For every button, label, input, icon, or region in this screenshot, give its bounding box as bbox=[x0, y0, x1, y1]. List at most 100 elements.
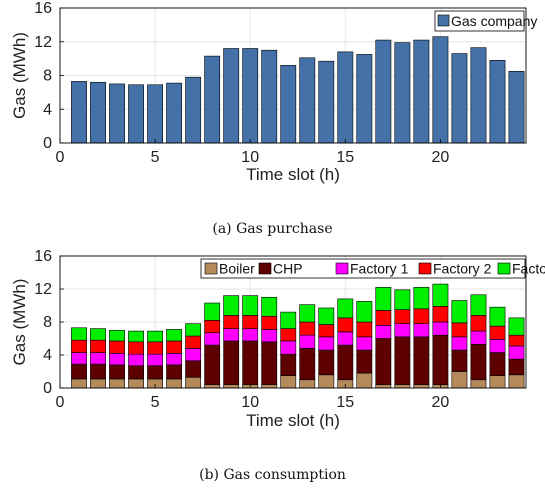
bar bbox=[223, 295, 240, 316]
bar bbox=[299, 57, 316, 144]
bar bbox=[166, 364, 183, 380]
bar bbox=[90, 352, 106, 365]
bar bbox=[223, 315, 240, 329]
bar bbox=[299, 321, 316, 336]
bar bbox=[489, 60, 506, 144]
bar bbox=[470, 343, 487, 381]
bar bbox=[299, 348, 316, 381]
bar bbox=[375, 338, 392, 386]
bar bbox=[90, 81, 106, 144]
bar bbox=[128, 353, 144, 367]
bar bbox=[128, 330, 144, 343]
bar bbox=[432, 283, 449, 307]
legend-label: Factory 2 bbox=[433, 261, 492, 277]
y-tick-label: 8 bbox=[43, 314, 52, 331]
bar bbox=[413, 287, 430, 310]
bar bbox=[90, 328, 106, 341]
bar bbox=[109, 378, 125, 389]
legend: Boiler CHP Factory 1 Factory 2 Factory 3 bbox=[200, 258, 545, 279]
bar bbox=[223, 384, 240, 389]
legend-swatch bbox=[204, 262, 218, 275]
bar bbox=[451, 336, 468, 351]
bar bbox=[147, 341, 164, 355]
bar bbox=[261, 384, 278, 389]
bar bbox=[375, 39, 392, 144]
bar bbox=[356, 336, 373, 351]
bar bbox=[147, 330, 164, 343]
x-axis-label: Time slot (h) bbox=[246, 411, 340, 430]
bar bbox=[318, 374, 335, 389]
bar bbox=[204, 302, 221, 321]
bar bbox=[432, 36, 449, 144]
bar bbox=[470, 330, 487, 345]
bar bbox=[204, 332, 221, 346]
bar bbox=[318, 60, 335, 144]
bar bbox=[318, 307, 335, 325]
bar bbox=[261, 49, 278, 144]
bar bbox=[280, 65, 297, 144]
x-tick-label: 15 bbox=[336, 149, 354, 166]
y-tick-label: 8 bbox=[43, 68, 52, 85]
bar bbox=[128, 84, 144, 144]
bar bbox=[375, 287, 392, 311]
bar bbox=[128, 341, 144, 355]
bar bbox=[71, 378, 87, 389]
bar bbox=[356, 301, 373, 323]
bar bbox=[166, 82, 183, 144]
y-tick-label: 4 bbox=[43, 347, 52, 364]
legend-swatch bbox=[258, 262, 272, 275]
bar bbox=[166, 353, 183, 366]
bar bbox=[261, 341, 278, 385]
legend-label: CHP bbox=[273, 261, 303, 277]
bar bbox=[185, 76, 202, 144]
bar bbox=[470, 315, 487, 332]
bar bbox=[261, 296, 278, 317]
bar bbox=[147, 365, 164, 380]
bar bbox=[337, 317, 354, 333]
bar bbox=[489, 306, 506, 327]
bar bbox=[242, 340, 259, 386]
bar bbox=[71, 339, 87, 353]
bar bbox=[147, 353, 164, 367]
bar bbox=[185, 335, 202, 349]
bar bbox=[451, 349, 468, 372]
bar bbox=[318, 349, 335, 376]
bar bbox=[375, 310, 392, 326]
legend-label: Gas company bbox=[451, 13, 537, 29]
legend-box bbox=[200, 258, 526, 279]
bar bbox=[394, 309, 411, 324]
bar bbox=[166, 340, 183, 354]
bar bbox=[71, 81, 87, 144]
bar bbox=[280, 375, 297, 389]
bar bbox=[299, 334, 316, 349]
legend-box bbox=[434, 10, 525, 32]
bar bbox=[280, 311, 297, 329]
bar bbox=[451, 53, 468, 144]
bar bbox=[261, 329, 278, 343]
bar bbox=[223, 328, 240, 342]
y-tick-label: 16 bbox=[34, 0, 52, 17]
x-tick-label: 20 bbox=[432, 394, 450, 411]
x-tick-label: 20 bbox=[432, 149, 450, 166]
bar bbox=[356, 372, 373, 389]
bar bbox=[432, 321, 449, 336]
bar bbox=[489, 325, 506, 340]
bar bbox=[508, 374, 525, 389]
legend-swatch bbox=[418, 262, 432, 275]
chart-gas-consumption: 0 5 10 15 20 0 4 8 12 16 Time slot (h) Gas (MWh) Boi… bbox=[10, 248, 545, 430]
bar bbox=[318, 324, 335, 338]
bar bbox=[71, 352, 87, 365]
bar bbox=[109, 83, 125, 144]
bar bbox=[413, 384, 430, 389]
bar bbox=[128, 378, 144, 389]
legend: Gas company bbox=[434, 10, 537, 32]
bar bbox=[432, 334, 449, 386]
bar bbox=[413, 39, 430, 144]
bar bbox=[147, 84, 164, 144]
bar bbox=[223, 48, 240, 144]
bar bbox=[470, 47, 487, 144]
x-tick-label: 0 bbox=[56, 149, 65, 166]
bar bbox=[128, 365, 144, 380]
x-tick-label: 15 bbox=[336, 394, 354, 411]
y-tick-label: 0 bbox=[43, 135, 52, 152]
